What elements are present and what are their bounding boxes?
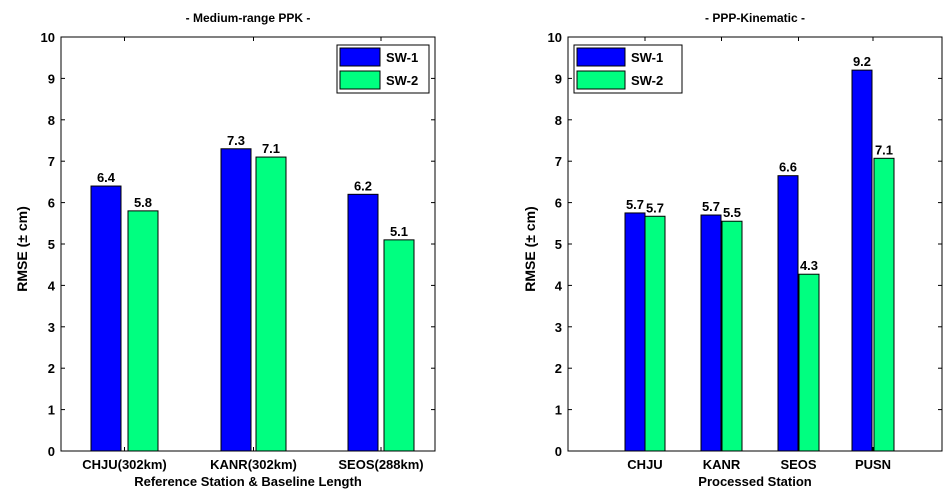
chart2-ytick-label: 1 bbox=[555, 403, 562, 418]
chart2-xtick-label: PUSN bbox=[855, 457, 891, 472]
chart2-xtick-label: KANR bbox=[703, 457, 741, 472]
chart2-data-label: 7.1 bbox=[875, 142, 893, 157]
chart1-data-label: 6.4 bbox=[97, 170, 116, 185]
chart1-bar-sw-2-0 bbox=[127, 210, 159, 452]
chart1-legend-swatch bbox=[339, 47, 381, 67]
chart1-xtick-label: SEOS(288km) bbox=[338, 457, 423, 472]
chart2-legend-label: SW-2 bbox=[631, 73, 663, 88]
chart2-ytick-label: 9 bbox=[555, 71, 562, 86]
chart1-data-label: 6.2 bbox=[354, 178, 372, 193]
chart1-bar-sw-1-1 bbox=[220, 148, 252, 452]
chart1-ytick-label: 1 bbox=[48, 403, 55, 418]
chart2-xtick-label: CHJU bbox=[627, 457, 662, 472]
chart1-ytick-label: 8 bbox=[48, 113, 55, 128]
chart1-ytick-label: 9 bbox=[48, 71, 55, 86]
chart1-legend-label: SW-1 bbox=[386, 50, 418, 65]
chart1-data-label: 5.8 bbox=[134, 195, 152, 210]
chart2-ytick-label: 3 bbox=[555, 320, 562, 335]
chart1-xtick-label: CHJU(302km) bbox=[82, 457, 167, 472]
chart2-ylabel: RMSE (± cm) bbox=[522, 206, 538, 291]
chart2-ytick-label: 8 bbox=[555, 113, 562, 128]
chart1-data-label: 7.1 bbox=[262, 141, 280, 156]
chart2-data-label: 6.6 bbox=[779, 160, 797, 175]
chart1-legend-swatch bbox=[339, 70, 381, 90]
chart2-title: - PPP-Kinematic - bbox=[705, 11, 805, 25]
chart2-ytick-label: 4 bbox=[555, 278, 563, 293]
chart1-bar-sw-2-1 bbox=[255, 156, 287, 452]
chart1-ytick-label: 3 bbox=[48, 320, 55, 335]
chart1-ytick-label: 6 bbox=[48, 196, 55, 211]
chart2-bar-sw-2-3 bbox=[873, 157, 895, 452]
chart2-data-label: 4.3 bbox=[800, 258, 818, 273]
chart1-ytick-label: 4 bbox=[48, 278, 56, 293]
chart1-ytick-label: 0 bbox=[48, 444, 55, 459]
chart1-xlabel: Reference Station & Baseline Length bbox=[134, 474, 362, 489]
chart1-ytick-label: 5 bbox=[48, 237, 55, 252]
chart2-bar-sw-2-1 bbox=[721, 220, 743, 452]
chart2-ytick-label: 0 bbox=[555, 444, 562, 459]
chart1-bar-sw-2-2 bbox=[383, 239, 415, 452]
chart2-data-label: 5.7 bbox=[626, 197, 644, 212]
chart2-legend-label: SW-1 bbox=[631, 50, 663, 65]
chart2-ytick-label: 6 bbox=[555, 196, 562, 211]
chart1-xtick-label: KANR(302km) bbox=[210, 457, 297, 472]
chart2-ytick-label: 5 bbox=[555, 237, 562, 252]
chart1-title: - Medium-range PPK - bbox=[186, 11, 311, 25]
chart1-bar-sw-1-0 bbox=[90, 185, 122, 452]
chart1-data-label: 5.1 bbox=[390, 224, 408, 239]
chart1-data-label: 7.3 bbox=[227, 133, 245, 148]
chart2-bar-sw-1-1 bbox=[700, 214, 722, 452]
chart2-data-label: 5.7 bbox=[646, 200, 664, 215]
chart2-bar-sw-1-2 bbox=[777, 175, 799, 452]
chart2-xlabel: Processed Station bbox=[698, 474, 811, 489]
chart2-bar-sw-1-3 bbox=[851, 69, 873, 452]
chart2-ytick-label: 2 bbox=[555, 361, 562, 376]
chart2-data-label: 5.5 bbox=[723, 205, 741, 220]
chart2-data-label: 5.7 bbox=[702, 199, 720, 214]
chart1-bar-sw-1-2 bbox=[347, 193, 379, 452]
chart1-ytick-label: 7 bbox=[48, 154, 55, 169]
chart1-legend-label: SW-2 bbox=[386, 73, 418, 88]
chart2-xtick-label: SEOS bbox=[780, 457, 816, 472]
chart2-bar-sw-2-0 bbox=[644, 215, 666, 452]
chart2-data-label: 9.2 bbox=[853, 54, 871, 69]
chart2-legend-swatch bbox=[576, 47, 626, 67]
chart1-ytick-label: 2 bbox=[48, 361, 55, 376]
chart2-ytick-label: 10 bbox=[548, 30, 562, 45]
chart1-ytick-label: 10 bbox=[41, 30, 55, 45]
chart2-legend-swatch bbox=[576, 70, 626, 90]
chart2-ytick-label: 7 bbox=[555, 154, 562, 169]
chart1-ylabel: RMSE (± cm) bbox=[14, 206, 30, 291]
chart2-bar-sw-2-2 bbox=[798, 273, 820, 452]
chart2-bar-sw-1-0 bbox=[624, 212, 646, 452]
